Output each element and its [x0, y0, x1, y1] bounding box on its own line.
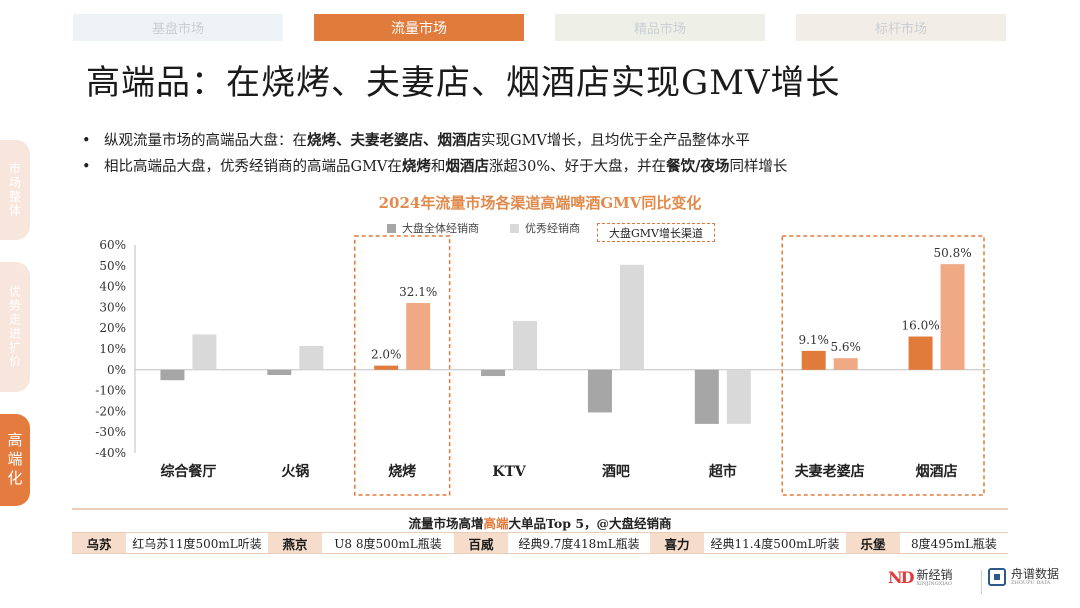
legend-label-excellent: 优秀经销商	[525, 222, 580, 235]
logo-left-sub: XINJINGXIAO	[916, 580, 953, 587]
zhoupu-logo: 舟谱数据 ZHOUPU DATA	[988, 568, 1059, 586]
bar-excellent	[513, 320, 538, 370]
x-category-label: 综合餐厅	[160, 463, 216, 480]
bar-market	[160, 369, 185, 381]
data-label: 2.0%	[371, 348, 402, 362]
brand-cell: 乌苏	[72, 533, 126, 553]
bar-market	[801, 350, 826, 370]
bullet-emphasis: 烧烤、夫妻老婆店、烟酒店	[307, 132, 481, 149]
bullet-text: 和	[430, 159, 446, 175]
y-tick-label: 40%	[99, 280, 126, 294]
bar-excellent	[192, 334, 217, 370]
bullet-item: • 纵观流量市场的高端品大盘：在烧烤、夫妻老婆店、烟酒店实现GMV增长，且均优于全…	[82, 128, 787, 154]
logo-divider	[981, 570, 982, 594]
data-label: 50.8%	[934, 246, 972, 260]
bar-excellent	[833, 358, 858, 370]
bar-excellent	[299, 345, 324, 370]
bullet-dot: •	[82, 133, 91, 149]
bar-market	[481, 369, 506, 377]
y-tick-label: -40%	[95, 446, 126, 460]
product-cell: 经典11.4度500mL听装	[710, 536, 840, 551]
logo-left-name: 新经销	[916, 567, 953, 582]
xinjingxiao-logo: ND 新经销 XINJINGXIAO	[888, 568, 953, 587]
highlight-box	[354, 235, 451, 496]
bullet-list: • 纵观流量市场的高端品大盘：在烧烤、夫妻老婆店、烟酒店实现GMV增长，且均优于全…	[82, 128, 787, 180]
product-cell: 经典9.7度418mL瓶装	[518, 536, 640, 551]
bar-excellent	[619, 264, 644, 370]
bar-market	[587, 369, 612, 413]
legend-item-market: 大盘全体经销商	[387, 220, 479, 236]
y-tick-label: -20%	[95, 404, 126, 418]
data-label: 5.6%	[830, 340, 861, 354]
legend-item-excellent: 优秀经销商	[510, 220, 580, 236]
x-category-label: 火锅	[281, 464, 309, 480]
x-category-label: KTV	[492, 464, 527, 480]
legend-swatch-excellent	[510, 223, 519, 233]
x-category-label: 酒吧	[602, 464, 630, 480]
y-tick-label: -10%	[95, 384, 126, 398]
y-tick-label: 10%	[99, 342, 126, 356]
brand-cell: 燕京	[268, 533, 322, 553]
data-label: 32.1%	[399, 285, 437, 299]
bullet-text: 纵观流量市场的高端品大盘：在	[104, 133, 307, 149]
highlight-box	[781, 235, 985, 496]
top5-table-row: 乌苏 红乌苏11度500mL听装 燕京 U8 8度500mL瓶装 百威 经典9.…	[72, 532, 1008, 554]
bullet-dot: •	[82, 159, 91, 175]
x-category-label: 烟酒店	[916, 463, 958, 480]
y-tick-label: 30%	[99, 300, 126, 314]
brand-cell: 百威	[454, 533, 508, 553]
bar-excellent	[940, 264, 965, 370]
product-cell: U8 8度500mL瓶装	[334, 536, 442, 551]
bullet-text: 实现GMV增长，且均优于全产品整体水平	[481, 133, 750, 149]
tab-traffic-market[interactable]: 流量市场	[314, 14, 524, 41]
bar-market	[908, 336, 933, 370]
bullet-emphasis: 烧烤	[401, 158, 431, 175]
logo-right-name: 舟谱数据	[1011, 567, 1060, 581]
bar-market	[374, 365, 399, 370]
bullet-item: • 相比高端品大盘，优秀经销商的高端品GMV在烧烤和烟酒店涨超30%、好于大盘，并…	[82, 154, 787, 180]
bullet-emphasis: 烟酒店	[445, 158, 489, 175]
bullet-text: 涨超30%、好于大盘，并在	[488, 159, 667, 175]
bullet-text: 同样增长	[729, 159, 788, 175]
product-cell: 红乌苏11度500mL听装	[132, 536, 262, 551]
product-cell: 8度495mL瓶装	[911, 536, 997, 551]
bullet-emphasis: 餐饮/夜场	[666, 158, 730, 175]
side-tab-expand-price[interactable]: 优势走进扩价	[0, 262, 30, 392]
bar-excellent	[726, 369, 751, 424]
bullet-text: 相比高端品大盘，优秀经销商的高端品GMV在	[104, 159, 402, 175]
y-tick-label: 0%	[107, 363, 126, 377]
y-tick-label: -30%	[95, 425, 126, 439]
bar-excellent	[406, 303, 431, 370]
data-label: 9.1%	[798, 333, 829, 347]
y-tick-label: 60%	[99, 238, 126, 252]
bar-market	[694, 369, 719, 424]
x-category-label: 夫妻老婆店	[795, 463, 865, 480]
brand-cell: 乐堡	[846, 533, 900, 553]
tab-base-market[interactable]: 基盘市场	[73, 14, 283, 41]
data-label: 16.0%	[902, 319, 940, 333]
page-title: 高端品：在烧烤、夫妻店、烟酒店实现GMV增长	[86, 63, 841, 103]
zhoupu-logo-icon	[988, 568, 1006, 586]
x-category-label: 超市	[708, 463, 737, 480]
growth-channel-annotation: 大盘GMV增长渠道	[597, 223, 715, 242]
y-tick-label: 50%	[99, 259, 126, 273]
tab-benchmark-market[interactable]: 标杆市场	[796, 14, 1006, 41]
bar-market	[267, 369, 292, 375]
brand-cell: 喜力	[650, 533, 704, 553]
legend-label-market: 大盘全体经销商	[402, 222, 479, 235]
y-tick-label: 20%	[99, 321, 126, 335]
nd-logo-icon: ND	[888, 568, 914, 587]
x-category-label: 烧烤	[388, 463, 416, 480]
tab-premium-market[interactable]: 精品市场	[555, 14, 765, 41]
side-tab-market-overall[interactable]: 市场整体	[0, 140, 30, 240]
logo-right-sub: ZHOUPU DATA	[1011, 580, 1051, 586]
table-title: 流量市场高增高端大单品Top 5，@大盘经销商	[408, 516, 672, 531]
table-top-rule	[72, 508, 1008, 510]
chart-title: 2024年流量市场各渠道高端啤酒GMV同比变化	[378, 194, 702, 212]
legend-swatch-market	[387, 223, 396, 233]
side-tab-premiumization[interactable]: 高端化	[0, 414, 30, 506]
